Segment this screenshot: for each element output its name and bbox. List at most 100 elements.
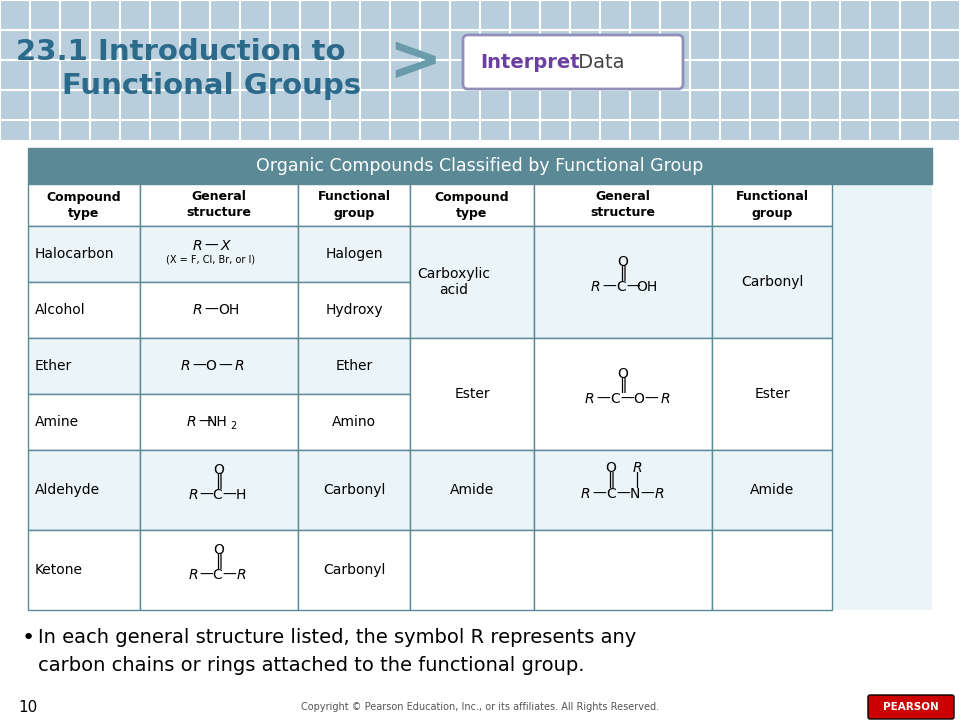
Text: R: R — [236, 568, 246, 582]
Bar — [28, 530, 140, 610]
Bar — [690, 0, 719, 29]
Bar — [240, 120, 269, 149]
Text: C: C — [616, 280, 626, 294]
Bar — [750, 120, 779, 149]
Text: R: R — [660, 392, 670, 406]
Text: General
structure: General structure — [186, 191, 252, 220]
Bar — [930, 60, 959, 89]
Bar — [270, 60, 299, 89]
Bar — [570, 90, 599, 119]
Bar — [240, 60, 269, 89]
Bar — [810, 90, 839, 119]
Bar — [410, 226, 534, 338]
Bar — [30, 120, 59, 149]
Bar — [900, 90, 929, 119]
Bar — [540, 60, 569, 89]
Bar — [330, 90, 359, 119]
Bar — [300, 120, 329, 149]
Bar — [600, 120, 629, 149]
Bar — [90, 0, 119, 29]
Bar — [480, 90, 509, 119]
Bar — [712, 226, 832, 338]
Bar — [480, 120, 509, 149]
Bar — [600, 90, 629, 119]
Bar — [298, 184, 410, 226]
Bar — [420, 30, 449, 59]
Text: OH: OH — [636, 280, 658, 294]
Bar — [450, 60, 479, 89]
Bar — [330, 30, 359, 59]
Text: |: | — [635, 472, 639, 488]
Bar — [570, 60, 599, 89]
Bar — [150, 90, 179, 119]
Bar — [660, 30, 689, 59]
Text: —: — — [204, 239, 218, 253]
Text: Aldehyde: Aldehyde — [35, 483, 100, 497]
Bar — [28, 148, 932, 638]
Bar — [90, 30, 119, 59]
Bar — [660, 60, 689, 89]
Bar — [390, 60, 419, 89]
Bar — [720, 30, 749, 59]
Bar — [712, 530, 832, 610]
Bar — [90, 60, 119, 89]
Bar — [480, 30, 509, 59]
Bar — [180, 90, 209, 119]
Bar — [28, 450, 140, 530]
Bar — [712, 338, 832, 450]
Text: N: N — [630, 487, 640, 501]
Bar — [120, 90, 149, 119]
Bar — [810, 0, 839, 29]
Bar — [120, 120, 149, 149]
Bar — [300, 60, 329, 89]
Bar — [150, 30, 179, 59]
Bar — [60, 90, 89, 119]
Bar — [420, 60, 449, 89]
Bar — [720, 0, 749, 29]
Bar — [28, 184, 140, 226]
Bar — [930, 0, 959, 29]
Bar — [270, 30, 299, 59]
Text: Copyright © Pearson Education, Inc., or its affiliates. All Rights Reserved.: Copyright © Pearson Education, Inc., or … — [300, 702, 660, 712]
Text: R: R — [590, 280, 600, 294]
Text: OH: OH — [218, 303, 240, 317]
Text: •: • — [22, 628, 36, 648]
Bar — [810, 30, 839, 59]
Text: Ether: Ether — [35, 359, 72, 373]
Text: H: H — [236, 488, 246, 502]
Bar — [450, 90, 479, 119]
Bar — [410, 530, 534, 610]
Bar — [900, 30, 929, 59]
Bar — [180, 120, 209, 149]
Text: —: — — [640, 487, 654, 501]
Bar — [410, 184, 534, 226]
Bar — [360, 30, 389, 59]
Bar — [410, 338, 534, 450]
Bar — [120, 60, 149, 89]
Bar — [360, 120, 389, 149]
Bar — [30, 60, 59, 89]
Text: O: O — [205, 359, 216, 373]
Text: —: — — [644, 392, 658, 406]
Bar — [180, 0, 209, 29]
Bar — [630, 120, 659, 149]
Text: Carbonyl: Carbonyl — [323, 563, 385, 577]
Bar — [390, 0, 419, 29]
Bar — [390, 120, 419, 149]
Bar — [660, 120, 689, 149]
Bar — [240, 30, 269, 59]
Bar — [420, 0, 449, 29]
Bar — [390, 90, 419, 119]
Text: In each general structure listed, the symbol R represents any: In each general structure listed, the sy… — [38, 628, 636, 647]
Bar — [510, 120, 539, 149]
Text: —: — — [626, 280, 640, 294]
Bar — [870, 120, 899, 149]
Bar — [540, 30, 569, 59]
Bar — [750, 60, 779, 89]
Bar — [90, 120, 119, 149]
Bar — [28, 394, 140, 450]
Text: Data: Data — [572, 53, 625, 71]
Text: Amide: Amide — [750, 483, 794, 497]
Bar — [540, 0, 569, 29]
Bar — [0, 60, 29, 89]
